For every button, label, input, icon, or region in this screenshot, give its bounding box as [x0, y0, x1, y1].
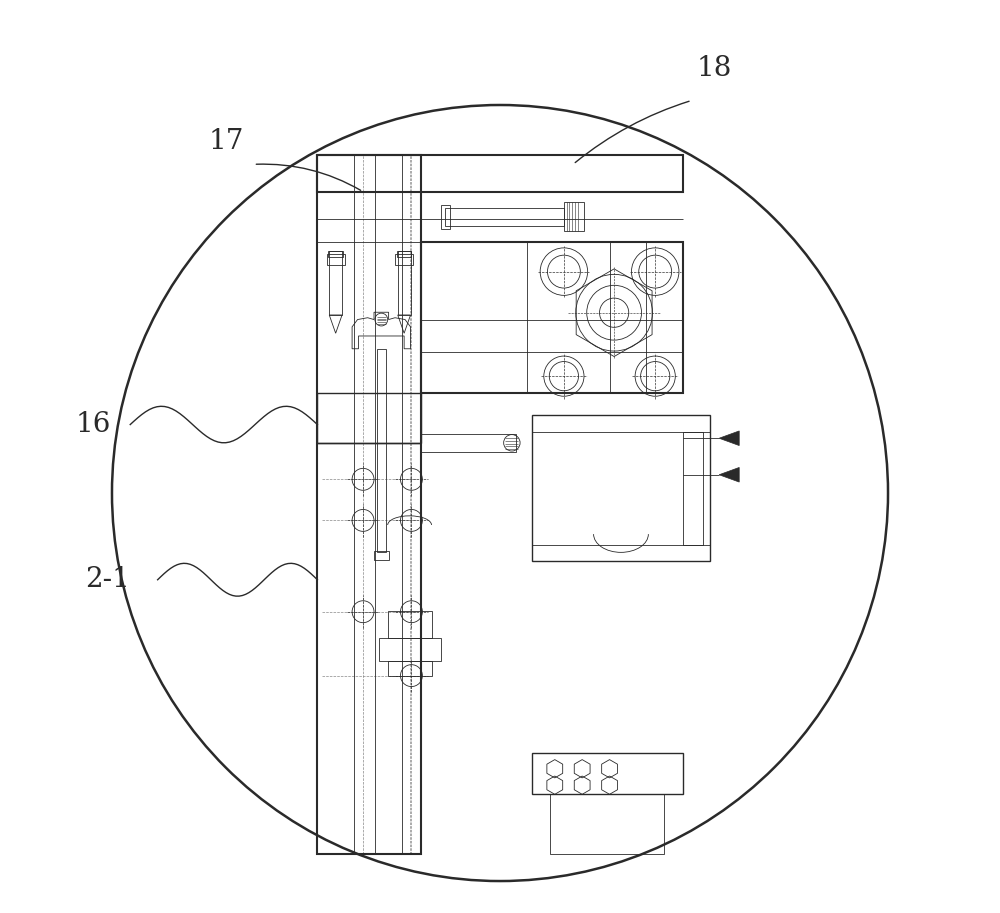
Bar — [374, 551, 389, 560]
Bar — [445, 208, 564, 226]
Bar — [317, 155, 421, 854]
Text: 2-1: 2-1 — [85, 566, 130, 593]
Bar — [377, 349, 386, 552]
Bar — [397, 251, 411, 257]
Bar — [379, 638, 441, 661]
Text: 18: 18 — [697, 55, 732, 82]
Polygon shape — [719, 467, 739, 482]
Text: 16: 16 — [76, 411, 111, 438]
Bar — [395, 254, 413, 265]
Bar — [421, 434, 516, 452]
Bar — [388, 661, 432, 676]
Bar — [441, 205, 450, 229]
Bar — [398, 251, 411, 315]
Polygon shape — [719, 431, 739, 446]
Bar — [328, 251, 343, 257]
Bar — [421, 242, 683, 393]
Bar — [532, 415, 710, 561]
Bar — [317, 155, 683, 192]
Bar — [532, 753, 683, 794]
Bar — [327, 254, 345, 265]
Text: 17: 17 — [208, 128, 244, 155]
Bar — [564, 203, 584, 232]
Bar — [550, 794, 664, 854]
Bar — [329, 251, 342, 315]
Bar — [317, 393, 421, 443]
Bar — [683, 432, 703, 545]
Bar — [388, 611, 432, 638]
